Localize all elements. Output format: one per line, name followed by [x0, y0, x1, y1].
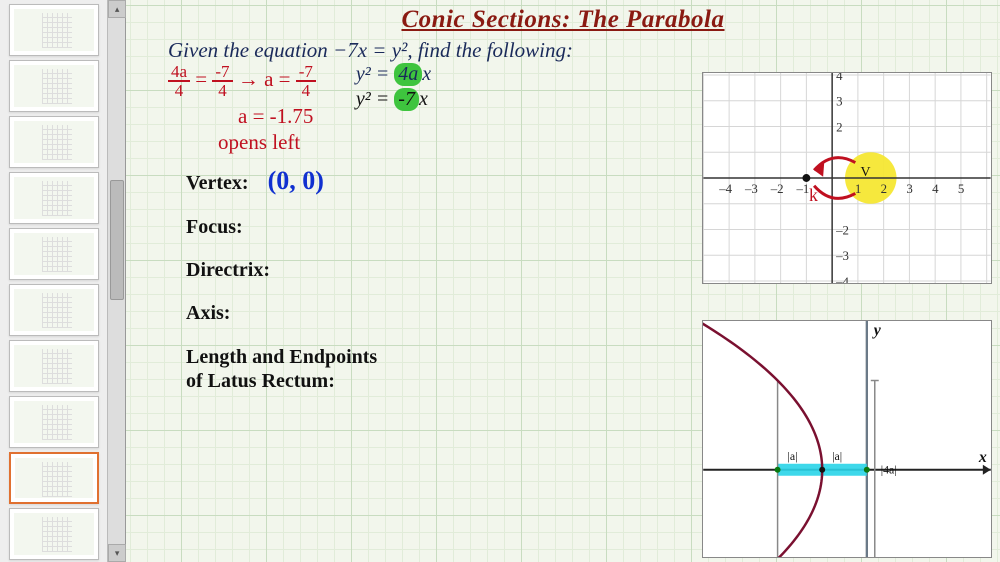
highlight-neg7: -7 — [394, 88, 419, 111]
app-root: ▴ ▾ Conic Sections: The Parabola Given t… — [0, 0, 1000, 562]
svg-text:2: 2 — [836, 120, 842, 134]
slide-title: Conic Sections: The Parabola — [126, 0, 1000, 34]
vertex-value: (0, 0) — [268, 166, 324, 195]
scroll-down-button[interactable]: ▾ — [108, 544, 126, 562]
thumbnail-slide[interactable] — [9, 4, 99, 56]
svg-text:|4a|: |4a| — [881, 463, 897, 477]
coordinate-grid-svg: –4–3–2–112345–5–4–3–22345Vk — [703, 73, 991, 283]
svg-text:y: y — [872, 322, 882, 339]
svg-text:2: 2 — [881, 182, 887, 196]
thumbnail-list[interactable] — [0, 0, 107, 562]
given-equation: −7x = y² — [333, 38, 407, 62]
svg-text:–4: –4 — [718, 182, 732, 196]
frac-neg7-over-4-b: -74 — [296, 63, 316, 99]
svg-text:–2: –2 — [770, 182, 784, 196]
substituted-form-line: y² = -7x — [356, 88, 431, 111]
given-prefix: Given the equation — [168, 38, 333, 62]
highlight-4a: 4a — [394, 63, 422, 86]
svg-text:|a|: |a| — [788, 449, 798, 463]
hand-work-red: 4a4 = -74 → a = -74 a = -1.75 opens left — [168, 63, 316, 156]
thumbnail-slide[interactable] — [9, 172, 99, 224]
svg-text:–3: –3 — [835, 249, 849, 263]
svg-text:–4: –4 — [835, 275, 849, 283]
svg-text:4: 4 — [836, 73, 843, 83]
thumbnail-slide[interactable] — [9, 340, 99, 392]
svg-text:V: V — [860, 164, 870, 179]
svg-text:5: 5 — [958, 182, 964, 196]
opens-left: opens left — [168, 129, 316, 155]
svg-text:3: 3 — [906, 182, 912, 196]
thumbnail-slide[interactable] — [9, 508, 99, 560]
svg-text:|a|: |a| — [832, 449, 842, 463]
standard-form-column: y² = 4ax y² = -7x — [356, 63, 431, 111]
thumbnail-slide[interactable] — [9, 284, 99, 336]
given-line: Given the equation −7x = y², find the fo… — [126, 34, 1000, 63]
thumbnail-slide[interactable] — [9, 452, 99, 504]
svg-text:–2: –2 — [835, 223, 849, 237]
parabola-diagram-panel: x y |a| |a| |4a| — [702, 320, 992, 558]
svg-text:–1: –1 — [795, 182, 809, 196]
svg-text:4: 4 — [932, 182, 939, 196]
a-decimal: a = -1.75 — [168, 103, 316, 129]
svg-text:k: k — [809, 185, 818, 205]
thumbnail-sidebar: ▴ ▾ — [0, 0, 126, 562]
given-suffix: , find the following: — [407, 38, 573, 62]
sidebar-scrollbar[interactable]: ▴ ▾ — [107, 0, 125, 562]
thumbnail-slide[interactable] — [9, 396, 99, 448]
thumbnail-slide[interactable] — [9, 116, 99, 168]
svg-text:x: x — [978, 449, 987, 466]
scroll-thumb[interactable] — [110, 180, 124, 300]
svg-text:–3: –3 — [744, 182, 758, 196]
svg-text:1: 1 — [855, 182, 861, 196]
standard-form-line: y² = 4ax — [356, 63, 431, 86]
parabola-diagram-svg: x y |a| |a| |4a| — [703, 321, 991, 557]
coordinate-grid-panel: –4–3–2–112345–5–4–3–22345Vk — [702, 72, 992, 284]
scroll-up-button[interactable]: ▴ — [108, 0, 126, 18]
frac-4a-over-4: 4a4 — [168, 63, 190, 99]
slide-canvas: Conic Sections: The Parabola Given the e… — [126, 0, 1000, 562]
thumbnail-slide[interactable] — [9, 60, 99, 112]
svg-text:3: 3 — [836, 95, 842, 109]
thumbnail-slide[interactable] — [9, 228, 99, 280]
frac-neg7-over-4-a: -74 — [212, 63, 232, 99]
